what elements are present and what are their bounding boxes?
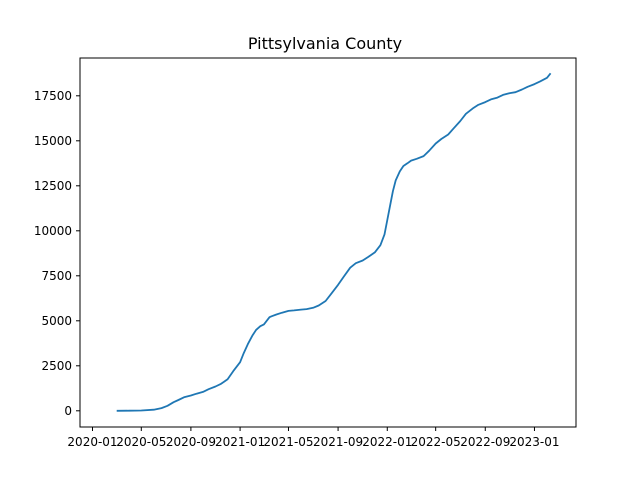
plot-frame xyxy=(79,57,577,428)
y-tick-label: 15000 xyxy=(34,134,72,148)
y-axis: 0 2500 5000 7500 10000 12500 15000 17500 xyxy=(34,89,80,418)
x-tick-label: 2020-05 xyxy=(116,435,166,449)
chart-title: Pittsylvania County xyxy=(248,34,402,53)
x-tick-label: 2022-09 xyxy=(460,435,510,449)
y-tick-label: 17500 xyxy=(34,89,72,103)
x-tick-label: 2022-05 xyxy=(411,435,461,449)
x-tick-label: 2021-05 xyxy=(263,435,313,449)
y-tick-label: 0 xyxy=(64,404,72,418)
x-tick-label: 2021-01 xyxy=(215,435,265,449)
x-tick-label: 2021-09 xyxy=(313,435,363,449)
series-line-0 xyxy=(116,72,552,412)
x-tick-label: 2020-09 xyxy=(166,435,216,449)
y-tick-label: 12500 xyxy=(34,179,72,193)
y-tick-label: 7500 xyxy=(41,269,72,283)
y-tick-label: 2500 xyxy=(41,359,72,373)
y-tick-label: 10000 xyxy=(34,224,72,238)
x-tick-label: 2023-01 xyxy=(509,435,559,449)
series-layer xyxy=(116,72,552,412)
y-tick-label: 5000 xyxy=(41,314,72,328)
x-tick-label: 2022-01 xyxy=(362,435,412,449)
x-tick-label: 2020-01 xyxy=(67,435,117,449)
